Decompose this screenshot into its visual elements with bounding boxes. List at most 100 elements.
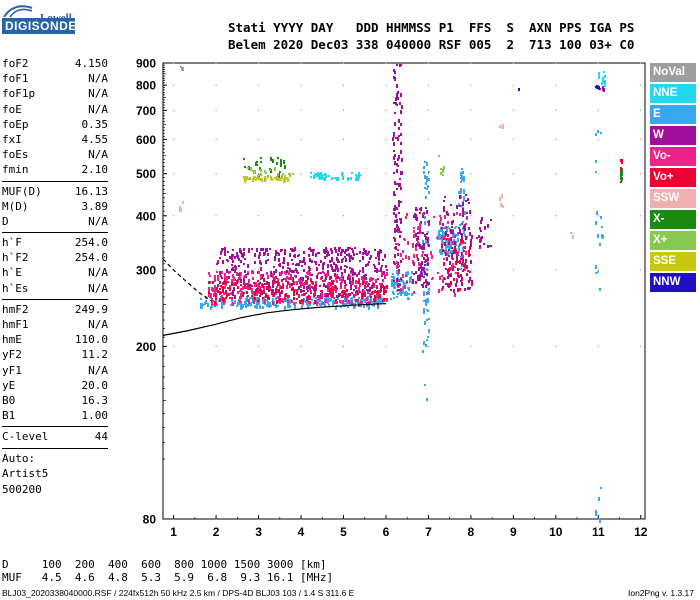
echo-point-vo <box>419 223 421 227</box>
echo-point-w <box>244 258 246 260</box>
echo-point-vo <box>445 252 447 256</box>
echo-point-w <box>377 278 379 280</box>
echo-point-sse <box>283 179 285 183</box>
echo-point-e <box>427 185 429 188</box>
echo-point-vo <box>446 238 448 240</box>
echo-point-e <box>407 297 409 300</box>
echo-point-x <box>442 174 444 176</box>
echo-point-w <box>469 210 471 214</box>
echo-point-w <box>267 253 269 256</box>
echo-point-vo <box>216 288 218 291</box>
echo-point-e <box>245 304 247 308</box>
param-name: B0 <box>2 393 16 407</box>
echo-point-w <box>223 248 225 250</box>
echo-point-e <box>422 350 424 353</box>
echo-point-e <box>201 303 203 306</box>
echo-point-vo <box>336 301 338 304</box>
muf-table-distance-row: D 100 200 400 600 800 1000 1500 3000 [km… <box>2 558 327 571</box>
param-value: 254.0 <box>74 236 108 250</box>
echo-point-vo <box>239 296 241 299</box>
echo-point-w <box>251 248 253 250</box>
echo-point-w <box>351 292 353 294</box>
echo-point-vo <box>225 297 227 299</box>
echo-point-sse <box>270 176 272 180</box>
echo-point-w <box>398 119 400 123</box>
echo-point-w <box>373 264 375 266</box>
echo-point-vo <box>240 272 242 276</box>
echo-point-w <box>419 277 421 281</box>
echo-point-w <box>397 158 399 161</box>
echo-point-vo <box>233 277 235 281</box>
echo-point-vo <box>456 258 458 262</box>
echo-point-vo <box>307 296 309 300</box>
param-row: C-level 44 <box>2 429 108 444</box>
echo-point-w <box>260 267 262 271</box>
echo-point-w <box>278 258 280 262</box>
echo-point-w <box>234 256 236 259</box>
echo-point-e <box>284 306 286 310</box>
echo-point-e <box>390 298 392 300</box>
echo-point-vo <box>331 287 333 291</box>
echo-point-vo <box>466 216 468 220</box>
echo-point-vo <box>316 302 318 306</box>
x-tick-label: 10 <box>549 525 563 539</box>
echo-point-vo <box>231 297 233 299</box>
echo-point-w <box>468 227 470 230</box>
echo-point-vo <box>294 275 296 277</box>
echo-point-w <box>392 137 394 141</box>
echo-point-w <box>273 266 275 268</box>
echo-point-vo <box>621 162 623 164</box>
echo-point-w <box>478 235 480 238</box>
echo-point-e <box>458 248 460 252</box>
echo-point-vo <box>324 293 326 296</box>
echo-point-w <box>260 248 262 251</box>
echo-point-e <box>423 166 425 169</box>
echo-point-vo <box>272 274 274 278</box>
echo-point-x <box>276 162 278 165</box>
echo-point-e <box>237 302 239 306</box>
echo-point-vo <box>208 287 210 291</box>
echo-point-w <box>379 251 381 254</box>
echo-point-e <box>439 249 441 252</box>
echo-point-vo <box>400 253 402 257</box>
echo-point-e <box>428 329 430 333</box>
echo-point-w <box>480 230 482 232</box>
echo-point-w <box>445 283 447 285</box>
echo-point-w <box>427 237 429 239</box>
echo-point-nne <box>310 172 312 174</box>
echo-point-e <box>347 305 349 308</box>
echo-point-w <box>281 279 283 282</box>
echo-point-e <box>275 304 277 308</box>
echo-point-vo <box>464 242 466 244</box>
echo-point-vo <box>413 254 415 258</box>
echo-point-e <box>422 240 424 244</box>
echo-point-w <box>340 266 342 270</box>
echo-point-vo <box>339 277 341 281</box>
echo-point-w <box>315 253 317 257</box>
echo-point-vo <box>240 293 242 296</box>
echo-point-e <box>409 277 411 281</box>
echo-point-w <box>446 211 448 215</box>
echo-point-e <box>438 230 440 232</box>
legend: NoVal NNE E W Vo- Vo+ SSW X- X+ SSE NNW <box>650 63 696 294</box>
echo-point-x <box>267 175 269 178</box>
echo-point-x <box>292 173 294 175</box>
logo-digisonde-text: DIGISONDE <box>2 18 76 34</box>
legend-item-vo: Vo+ <box>650 168 696 187</box>
echo-point-vo <box>222 290 224 293</box>
echo-point-w <box>479 245 481 249</box>
echo-point-w <box>330 248 332 251</box>
echo-point-w <box>396 93 398 97</box>
echo-point-e <box>375 301 377 304</box>
param-name: yE <box>2 378 16 392</box>
echo-point-w <box>362 267 364 271</box>
echo-point-w <box>483 243 485 245</box>
echo-point-w <box>459 205 461 207</box>
echo-point-e <box>354 303 356 305</box>
echo-point-w <box>421 273 423 277</box>
echo-point-w <box>238 258 240 261</box>
param-value: 254.0 <box>74 251 108 265</box>
echo-point-vo <box>284 271 286 274</box>
y-tick-label: 700 <box>136 104 156 118</box>
echo-point-e <box>423 292 425 296</box>
